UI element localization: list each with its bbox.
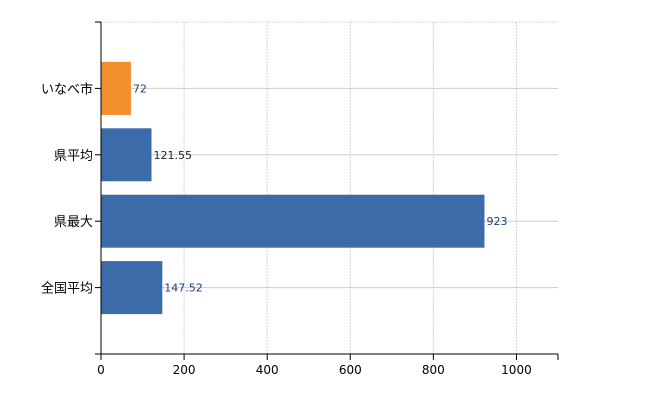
data-label: 147.52 (164, 282, 203, 295)
x-tick-label: 1000 (501, 363, 532, 377)
y-tick-label: 県平均 (54, 149, 93, 164)
x-tick-label: 200 (173, 363, 196, 377)
bar (101, 261, 163, 315)
data-label: 923 (486, 215, 507, 228)
bar (101, 194, 485, 248)
x-tick-label: 600 (339, 363, 362, 377)
data-label: 72 (133, 82, 147, 95)
y-tick-label: 全国平均 (41, 281, 93, 297)
x-tick-label: 800 (422, 363, 445, 377)
y-tick-label: いなべ市 (41, 81, 93, 97)
y-tick-label: 県最大 (54, 215, 93, 230)
x-tick-label: 0 (97, 363, 105, 377)
bar (101, 61, 131, 115)
x-tick-label: 400 (256, 363, 279, 377)
data-label: 121.55 (153, 149, 192, 162)
bar (101, 128, 152, 182)
